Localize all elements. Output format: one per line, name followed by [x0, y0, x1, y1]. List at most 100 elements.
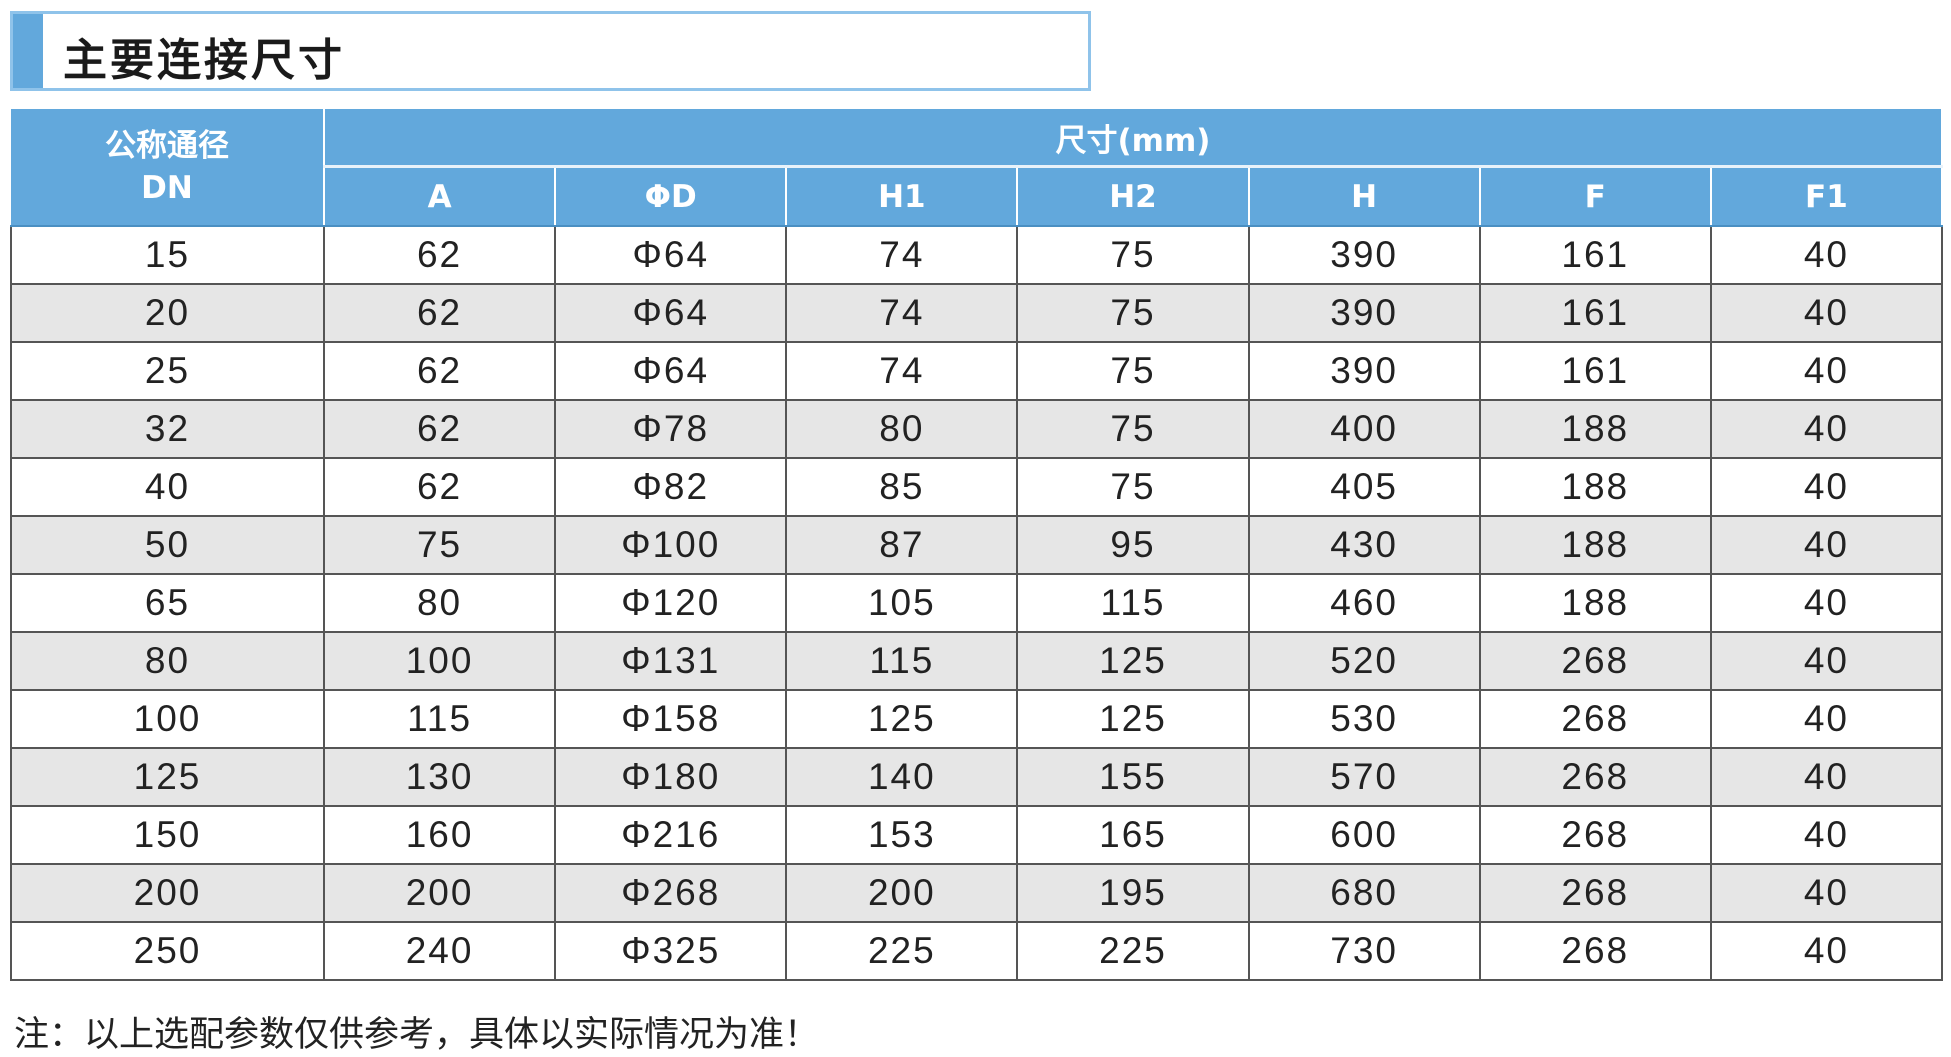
- header-dn-code: DN: [141, 170, 193, 206]
- cell-dn: 40: [10, 457, 325, 517]
- cell-value: Φ180: [554, 747, 788, 807]
- table-row: 15 62 Φ64 74 75 390 161 40: [10, 225, 1944, 285]
- cell-value: 680: [1247, 863, 1481, 923]
- cell-value: 600: [1247, 805, 1481, 865]
- cell-value: 405: [1247, 457, 1481, 517]
- table-row: 20 62 Φ64 74 75 390 161 40: [10, 283, 1944, 343]
- cell-value: Φ268: [554, 863, 788, 923]
- cell-value: 62: [322, 341, 557, 401]
- column-header: ΦD: [555, 166, 788, 227]
- cell-value: Φ325: [554, 921, 788, 981]
- cell-value: Φ64: [554, 283, 788, 343]
- cell-value: 188: [1478, 457, 1712, 517]
- cell-value: 730: [1247, 921, 1481, 981]
- cell-value: 460: [1247, 573, 1481, 633]
- cell-value: 62: [322, 225, 557, 285]
- table-row: 40 62 Φ82 85 75 405 188 40: [10, 457, 1944, 517]
- cell-value: 80: [322, 573, 557, 633]
- column-header: H: [1248, 166, 1481, 227]
- cell-value: 75: [1016, 399, 1250, 459]
- cell-value: 75: [1016, 225, 1250, 285]
- cell-value: 115: [322, 689, 557, 749]
- cell-value: 125: [785, 689, 1019, 749]
- footnote: 注：以上选配参数仅供参考，具体以实际情况为准！: [14, 1015, 820, 1055]
- cell-value: Φ158: [554, 689, 788, 749]
- section-title: 主要连接尺寸: [63, 35, 345, 86]
- cell-value: 125: [1016, 631, 1250, 691]
- cell-value: 140: [785, 747, 1019, 807]
- cell-dn: 20: [10, 283, 325, 343]
- cell-value: Φ100: [554, 515, 788, 575]
- cell-value: 390: [1247, 283, 1481, 343]
- cell-value: 87: [785, 515, 1019, 575]
- cell-value: Φ64: [554, 225, 788, 285]
- cell-dn: 200: [10, 863, 325, 923]
- cell-value: 40: [1709, 805, 1944, 865]
- cell-value: 268: [1478, 747, 1712, 807]
- table-row: 200 200 Φ268 200 195 680 268 40: [10, 863, 1944, 923]
- cell-value: 268: [1478, 631, 1712, 691]
- table-row: 150 160 Φ216 153 165 600 268 40: [10, 805, 1944, 865]
- cell-value: Φ120: [554, 573, 788, 633]
- cell-value: 225: [785, 921, 1019, 981]
- cell-value: 225: [1016, 921, 1250, 981]
- cell-value: 115: [1016, 573, 1250, 633]
- cell-value: 160: [322, 805, 557, 865]
- cell-value: 40: [1709, 399, 1944, 459]
- table-row: 100 115 Φ158 125 125 530 268 40: [10, 689, 1944, 749]
- cell-value: 520: [1247, 631, 1481, 691]
- cell-value: 75: [1016, 283, 1250, 343]
- table-row: 80 100 Φ131 115 125 520 268 40: [10, 631, 1944, 691]
- cell-value: 40: [1709, 631, 1944, 691]
- table-row: 32 62 Φ78 80 75 400 188 40: [10, 399, 1944, 459]
- cell-value: Φ64: [554, 341, 788, 401]
- cell-value: 62: [322, 457, 557, 517]
- cell-dn: 25: [10, 341, 325, 401]
- cell-value: 75: [322, 515, 557, 575]
- column-header: F: [1479, 166, 1712, 227]
- cell-value: 74: [785, 283, 1019, 343]
- cell-dn: 32: [10, 399, 325, 459]
- cell-dn: 80: [10, 631, 325, 691]
- cell-value: Φ78: [554, 399, 788, 459]
- dimensions-table: 公称通径 DN 尺寸(mm) A ΦD H1 H2 H F F1 15 62 Φ64 74 75 39…: [10, 109, 1944, 981]
- cell-value: 161: [1478, 283, 1712, 343]
- cell-value: 74: [785, 225, 1019, 285]
- column-header: F1: [1710, 166, 1944, 227]
- cell-value: 40: [1709, 341, 1944, 401]
- cell-value: 74: [785, 341, 1019, 401]
- cell-value: 161: [1478, 341, 1712, 401]
- cell-value: 100: [322, 631, 557, 691]
- cell-value: 200: [322, 863, 557, 923]
- cell-value: 400: [1247, 399, 1481, 459]
- cell-value: 200: [785, 863, 1019, 923]
- header-dn: 公称通径 DN: [11, 109, 325, 227]
- cell-value: 161: [1478, 225, 1712, 285]
- cell-value: 130: [322, 747, 557, 807]
- cell-value: 430: [1247, 515, 1481, 575]
- cell-value: 85: [785, 457, 1019, 517]
- section-title-box: 主要连接尺寸: [10, 11, 1091, 91]
- table-row: 250 240 Φ325 225 225 730 268 40: [10, 921, 1944, 981]
- cell-value: 40: [1709, 283, 1944, 343]
- cell-value: 40: [1709, 689, 1944, 749]
- cell-value: Φ82: [554, 457, 788, 517]
- cell-value: 62: [322, 283, 557, 343]
- cell-value: 188: [1478, 573, 1712, 633]
- cell-dn: 65: [10, 573, 325, 633]
- cell-value: 268: [1478, 863, 1712, 923]
- header-dn-label: 公称通径: [105, 128, 229, 164]
- cell-value: Φ131: [554, 631, 788, 691]
- cell-value: 240: [322, 921, 557, 981]
- cell-value: 40: [1709, 225, 1944, 285]
- cell-dn: 250: [10, 921, 325, 981]
- cell-value: 80: [785, 399, 1019, 459]
- cell-value: 153: [785, 805, 1019, 865]
- cell-value: 40: [1709, 921, 1944, 981]
- cell-dn: 15: [10, 225, 325, 285]
- cell-value: 40: [1709, 457, 1944, 517]
- table-row: 25 62 Φ64 74 75 390 161 40: [10, 341, 1944, 401]
- cell-value: 40: [1709, 863, 1944, 923]
- table-row: 125 130 Φ180 140 155 570 268 40: [10, 747, 1944, 807]
- cell-value: 390: [1247, 341, 1481, 401]
